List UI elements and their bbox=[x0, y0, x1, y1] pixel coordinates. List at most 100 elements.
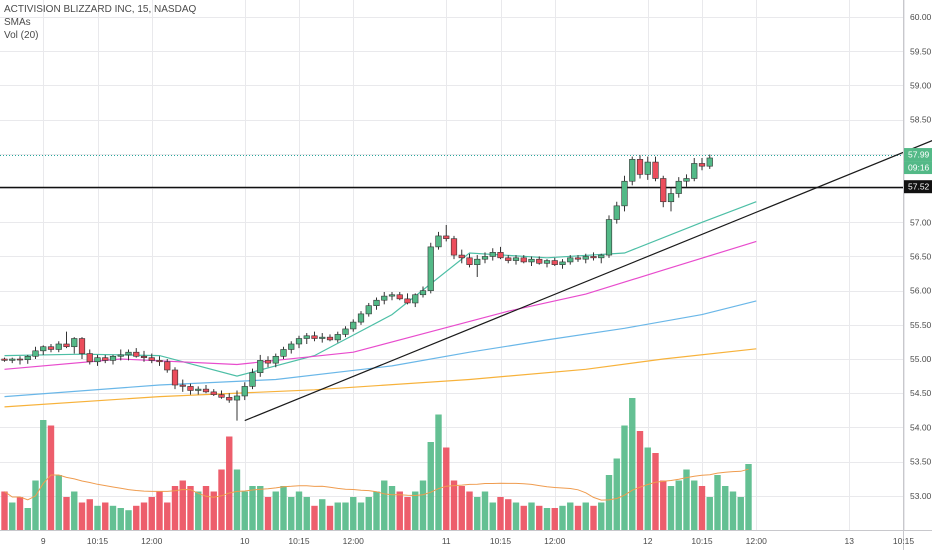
candle-body[interactable] bbox=[675, 180, 682, 194]
candle-body[interactable] bbox=[210, 391, 217, 395]
volume-bar[interactable] bbox=[675, 480, 682, 531]
candle-body[interactable] bbox=[388, 294, 396, 297]
candle-body[interactable] bbox=[40, 346, 47, 352]
candle-body[interactable] bbox=[24, 355, 31, 361]
volume-bar[interactable] bbox=[745, 464, 752, 530]
volume-bar[interactable] bbox=[40, 420, 47, 530]
candle-body[interactable] bbox=[466, 257, 473, 265]
volume-bar[interactable] bbox=[280, 486, 287, 530]
candle-body[interactable] bbox=[280, 349, 287, 357]
volume-bar[interactable] bbox=[32, 480, 39, 531]
candle-body[interactable] bbox=[94, 357, 101, 363]
candle-body[interactable] bbox=[605, 219, 613, 256]
volume-bar[interactable] bbox=[350, 497, 357, 530]
volume-bar[interactable] bbox=[458, 486, 465, 530]
volume-bar[interactable] bbox=[435, 414, 442, 531]
volume-bar[interactable] bbox=[636, 431, 644, 530]
volume-bar[interactable] bbox=[226, 436, 233, 531]
volume-bar[interactable] bbox=[16, 497, 24, 530]
volume-bar[interactable] bbox=[412, 491, 419, 531]
candle-body[interactable] bbox=[458, 254, 465, 259]
candle-body[interactable] bbox=[55, 343, 62, 350]
candle-body[interactable] bbox=[342, 328, 349, 335]
volume-bar[interactable] bbox=[582, 502, 589, 531]
volume-bar[interactable] bbox=[47, 425, 55, 531]
candle-body[interactable] bbox=[381, 295, 388, 301]
volume-bar[interactable] bbox=[233, 469, 241, 531]
volume-bar[interactable] bbox=[621, 425, 628, 531]
candle-body[interactable] bbox=[32, 350, 39, 357]
candle-body[interactable] bbox=[226, 397, 233, 401]
candle-body[interactable] bbox=[218, 394, 225, 398]
candle-body[interactable] bbox=[427, 246, 434, 291]
volume-bar[interactable] bbox=[133, 505, 140, 530]
candle-body[interactable] bbox=[698, 163, 706, 167]
volume-bar[interactable] bbox=[683, 469, 690, 531]
volume-bar[interactable] bbox=[319, 499, 326, 530]
candle-body[interactable] bbox=[613, 205, 620, 220]
volume-bar[interactable] bbox=[419, 480, 427, 531]
candle-body[interactable] bbox=[156, 360, 163, 363]
candle-body[interactable] bbox=[474, 258, 481, 265]
volume-bar[interactable] bbox=[86, 499, 93, 530]
candle-body[interactable] bbox=[683, 178, 690, 182]
candle-body[interactable] bbox=[71, 338, 78, 348]
volume-bar[interactable] bbox=[404, 497, 411, 530]
candle-body[interactable] bbox=[109, 355, 117, 361]
candle-body[interactable] bbox=[9, 358, 16, 361]
candle-body[interactable] bbox=[195, 388, 202, 391]
volume-bar[interactable] bbox=[722, 486, 729, 530]
candle-body[interactable] bbox=[78, 338, 86, 354]
volume-bar[interactable] bbox=[644, 447, 651, 531]
candle-body[interactable] bbox=[435, 235, 442, 248]
volume-bar[interactable] bbox=[102, 502, 109, 531]
volume-bar[interactable] bbox=[195, 491, 202, 531]
volume-bar[interactable] bbox=[326, 505, 334, 530]
candle-body[interactable] bbox=[419, 290, 427, 296]
candle-body[interactable] bbox=[450, 238, 458, 256]
volume-bar[interactable] bbox=[551, 508, 558, 530]
candle-body[interactable] bbox=[334, 334, 341, 341]
volume-bar[interactable] bbox=[481, 491, 489, 531]
candle-body[interactable] bbox=[652, 161, 659, 179]
candle-body[interactable] bbox=[443, 235, 450, 239]
volume-bar[interactable] bbox=[264, 497, 272, 530]
candle-body[interactable] bbox=[148, 357, 155, 361]
candle-body[interactable] bbox=[202, 388, 210, 393]
volume-bar[interactable] bbox=[691, 480, 698, 531]
candle-body[interactable] bbox=[373, 299, 380, 306]
candle-body[interactable] bbox=[233, 395, 241, 401]
volume-bar[interactable] bbox=[698, 486, 706, 530]
volume-bar[interactable] bbox=[613, 458, 620, 531]
candle-body[interactable] bbox=[326, 336, 334, 341]
volume-bar[interactable] bbox=[334, 502, 341, 531]
volume-bar[interactable] bbox=[528, 502, 535, 531]
candle-body[interactable] bbox=[179, 384, 186, 387]
volume-bar[interactable] bbox=[1, 491, 8, 531]
volume-bar[interactable] bbox=[559, 505, 566, 530]
volume-bar[interactable] bbox=[78, 502, 86, 531]
volume-bar[interactable] bbox=[288, 497, 295, 530]
candle-body[interactable] bbox=[559, 261, 566, 265]
candle-body[interactable] bbox=[311, 335, 318, 339]
volume-bar[interactable] bbox=[381, 480, 388, 531]
candle-body[interactable] bbox=[520, 257, 527, 263]
candle-body[interactable] bbox=[590, 256, 597, 259]
volume-bar[interactable] bbox=[218, 469, 225, 531]
candle-body[interactable] bbox=[102, 357, 109, 361]
volume-bar[interactable] bbox=[706, 497, 713, 530]
candle-body[interactable] bbox=[667, 193, 675, 203]
volume-bar[interactable] bbox=[590, 505, 597, 530]
volume-bar[interactable] bbox=[729, 491, 737, 531]
volume-bar[interactable] bbox=[71, 491, 78, 531]
volume-bar[interactable] bbox=[94, 505, 101, 530]
candle-body[interactable] bbox=[644, 161, 651, 175]
volume-bar[interactable] bbox=[474, 497, 481, 530]
candle-body[interactable] bbox=[1, 358, 8, 361]
volume-bar[interactable] bbox=[466, 491, 473, 531]
volume-bar[interactable] bbox=[311, 505, 318, 530]
candle-body[interactable] bbox=[171, 369, 179, 386]
candle-body[interactable] bbox=[288, 343, 295, 350]
candle-body[interactable] bbox=[272, 355, 279, 364]
